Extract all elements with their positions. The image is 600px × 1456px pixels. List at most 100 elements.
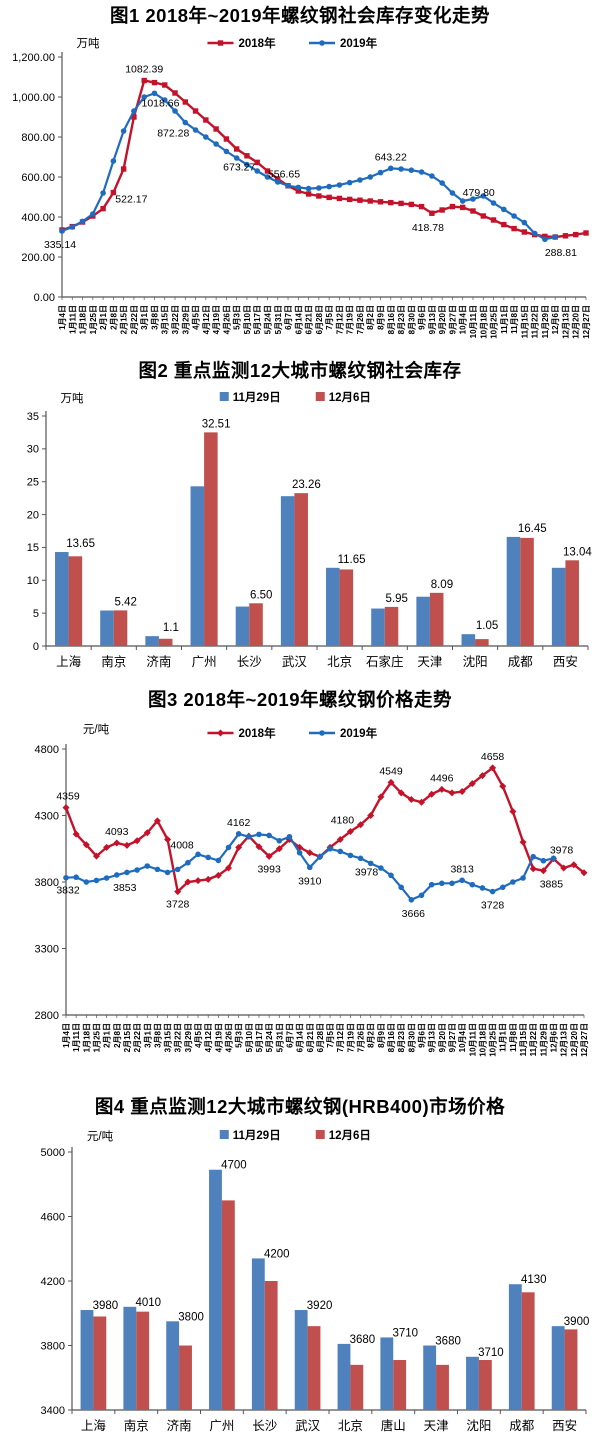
svg-text:9月13日: 9月13日 <box>428 305 437 334</box>
svg-text:7月26日: 7月26日 <box>357 1023 366 1052</box>
svg-text:8月9日: 8月9日 <box>377 305 386 330</box>
svg-text:6月14日: 6月14日 <box>294 305 303 334</box>
svg-text:5月10日: 5月10日 <box>243 305 252 334</box>
svg-text:1月11日: 1月11日 <box>68 305 77 334</box>
svg-text:7月26日: 7月26日 <box>356 305 365 334</box>
svg-text:6月21日: 6月21日 <box>306 1023 315 1052</box>
svg-text:8月30日: 8月30日 <box>407 1023 416 1052</box>
svg-text:7月12日: 7月12日 <box>335 305 344 334</box>
svg-text:5000: 5000 <box>41 1147 65 1159</box>
svg-text:1月11日: 1月11日 <box>72 1023 81 1052</box>
svg-text:2019年: 2019年 <box>340 726 378 740</box>
svg-text:12月13日: 12月13日 <box>560 1023 569 1057</box>
data-labels: 335.14 522.17 1082.39 1018.66 872.28 673.27 55… <box>44 63 577 259</box>
svg-text:元/吨: 元/吨 <box>83 723 110 736</box>
svg-text:418.78: 418.78 <box>412 222 444 234</box>
svg-text:9月20日: 9月20日 <box>438 305 447 334</box>
svg-text:3680: 3680 <box>350 1334 376 1346</box>
svg-text:10月25日: 10月25日 <box>489 1023 498 1057</box>
svg-text:4359: 4359 <box>56 791 80 803</box>
svg-text:2800: 2800 <box>35 1010 59 1022</box>
svg-text:3月8日: 3月8日 <box>150 305 159 330</box>
svg-text:12月6日: 12月6日 <box>329 1129 371 1142</box>
svg-text:3800: 3800 <box>41 1340 65 1352</box>
y-axis: 0.00 200.00 400.00 600.00 800.00 1,000.00 1,20… <box>12 52 63 304</box>
series-2018年 <box>62 764 588 895</box>
series-2019年 <box>63 830 557 903</box>
svg-text:9月20日: 9月20日 <box>438 1023 447 1052</box>
x-axis <box>45 645 589 650</box>
svg-text:成都: 成都 <box>508 655 534 669</box>
svg-text:0.00: 0.00 <box>34 292 55 304</box>
svg-text:11月22日: 11月22日 <box>529 1023 538 1056</box>
svg-text:6月14日: 6月14日 <box>296 1023 305 1052</box>
svg-text:11月29日: 11月29日 <box>539 1023 548 1056</box>
svg-text:288.81: 288.81 <box>545 247 577 259</box>
svg-text:5月31日: 5月31日 <box>274 305 283 334</box>
svg-text:5月17日: 5月17日 <box>255 1023 264 1052</box>
category-labels: 上海 南京 济南 广州 长沙 武汉 北京 石家庄 天津 沈阳 成都 西安 <box>56 654 578 669</box>
svg-text:4008: 4008 <box>170 839 194 851</box>
svg-text:12月6日: 12月6日 <box>550 1023 559 1052</box>
legend: 2018年 2019年 <box>207 726 378 740</box>
svg-text:2月8日: 2月8日 <box>113 1023 122 1048</box>
bars: 3980 4010 3800 4700 4200 3920 3680 3710 3680 3710… <box>80 1160 589 1410</box>
report-page: 图1 2018年~2019年螺纹钢社会库存变化走势 0.00 200.00 400.… <box>0 4 600 1456</box>
legend: 11月29日 12月6日 <box>219 391 371 404</box>
svg-text:5.95: 5.95 <box>386 593 408 605</box>
svg-text:3728: 3728 <box>481 899 505 911</box>
svg-text:200.00: 200.00 <box>21 252 55 264</box>
svg-text:11.65: 11.65 <box>338 554 366 566</box>
svg-text:4月26日: 4月26日 <box>222 305 231 334</box>
svg-text:11月15日: 11月15日 <box>519 1023 528 1056</box>
svg-text:13.04: 13.04 <box>563 546 592 558</box>
category-labels: 上海 南京 济南 广州 长沙 武汉 北京 唐山 天津 沈阳 成都 西安 <box>81 1418 577 1433</box>
svg-text:12月20日: 12月20日 <box>572 305 581 339</box>
svg-text:3993: 3993 <box>257 863 281 875</box>
svg-text:上海: 上海 <box>81 1418 107 1433</box>
svg-text:5月24日: 5月24日 <box>263 305 272 334</box>
figure-1-section: 图1 2018年~2019年螺纹钢社会库存变化走势 0.00 200.00 400.… <box>0 4 600 355</box>
svg-text:3800: 3800 <box>35 877 59 889</box>
svg-text:8.09: 8.09 <box>431 579 453 591</box>
svg-text:8月30日: 8月30日 <box>407 305 416 334</box>
svg-text:2月15日: 2月15日 <box>123 1023 132 1052</box>
bars: 13.65 5.42 1.1 32.51 6.50 23.26 11.65 5.95 8.09 1… <box>55 418 592 646</box>
svg-text:10月25日: 10月25日 <box>490 305 499 339</box>
svg-text:5.42: 5.42 <box>115 596 137 608</box>
svg-text:11月1日: 11月1日 <box>499 1023 508 1052</box>
svg-text:7月19日: 7月19日 <box>346 305 355 334</box>
svg-text:12月27日: 12月27日 <box>582 305 591 339</box>
svg-text:3680: 3680 <box>435 1335 461 1347</box>
svg-text:3920: 3920 <box>307 1300 333 1312</box>
svg-text:2月15日: 2月15日 <box>120 305 129 334</box>
legend: 2018年 2019年 <box>207 36 378 50</box>
svg-text:4月19日: 4月19日 <box>212 305 221 334</box>
svg-text:11月29日: 11月29日 <box>541 305 550 338</box>
svg-text:11月22日: 11月22日 <box>531 305 540 338</box>
svg-text:1月25日: 1月25日 <box>89 305 98 334</box>
svg-text:3728: 3728 <box>166 898 190 910</box>
svg-text:872.28: 872.28 <box>157 128 189 140</box>
svg-text:9月27日: 9月27日 <box>448 1023 457 1052</box>
svg-text:3月15日: 3月15日 <box>164 1023 173 1052</box>
svg-text:北京: 北京 <box>327 655 352 669</box>
figure-2-title: 图2 重点监测12大城市螺纹钢社会库存 <box>138 359 462 381</box>
svg-text:335.14: 335.14 <box>44 239 76 251</box>
svg-text:4700: 4700 <box>221 1160 247 1172</box>
svg-text:8月2日: 8月2日 <box>367 1023 376 1048</box>
svg-text:南京: 南京 <box>101 654 126 669</box>
svg-text:武汉: 武汉 <box>295 1419 321 1433</box>
svg-text:5月10日: 5月10日 <box>245 1023 254 1052</box>
svg-text:3月29日: 3月29日 <box>181 305 190 334</box>
svg-text:8月16日: 8月16日 <box>387 305 396 334</box>
svg-text:7月5日: 7月5日 <box>325 305 334 330</box>
data-labels: 4359 3832 3853 4093 3728 4008 4162 3993 3910 3978… <box>56 751 573 920</box>
svg-text:2019年: 2019年 <box>340 36 378 50</box>
svg-text:4月26日: 4月26日 <box>225 1023 234 1052</box>
svg-text:6月7日: 6月7日 <box>284 305 293 330</box>
svg-text:8月2日: 8月2日 <box>366 305 375 330</box>
svg-text:6月7日: 6月7日 <box>285 1023 294 1048</box>
svg-text:10月4日: 10月4日 <box>459 305 468 334</box>
